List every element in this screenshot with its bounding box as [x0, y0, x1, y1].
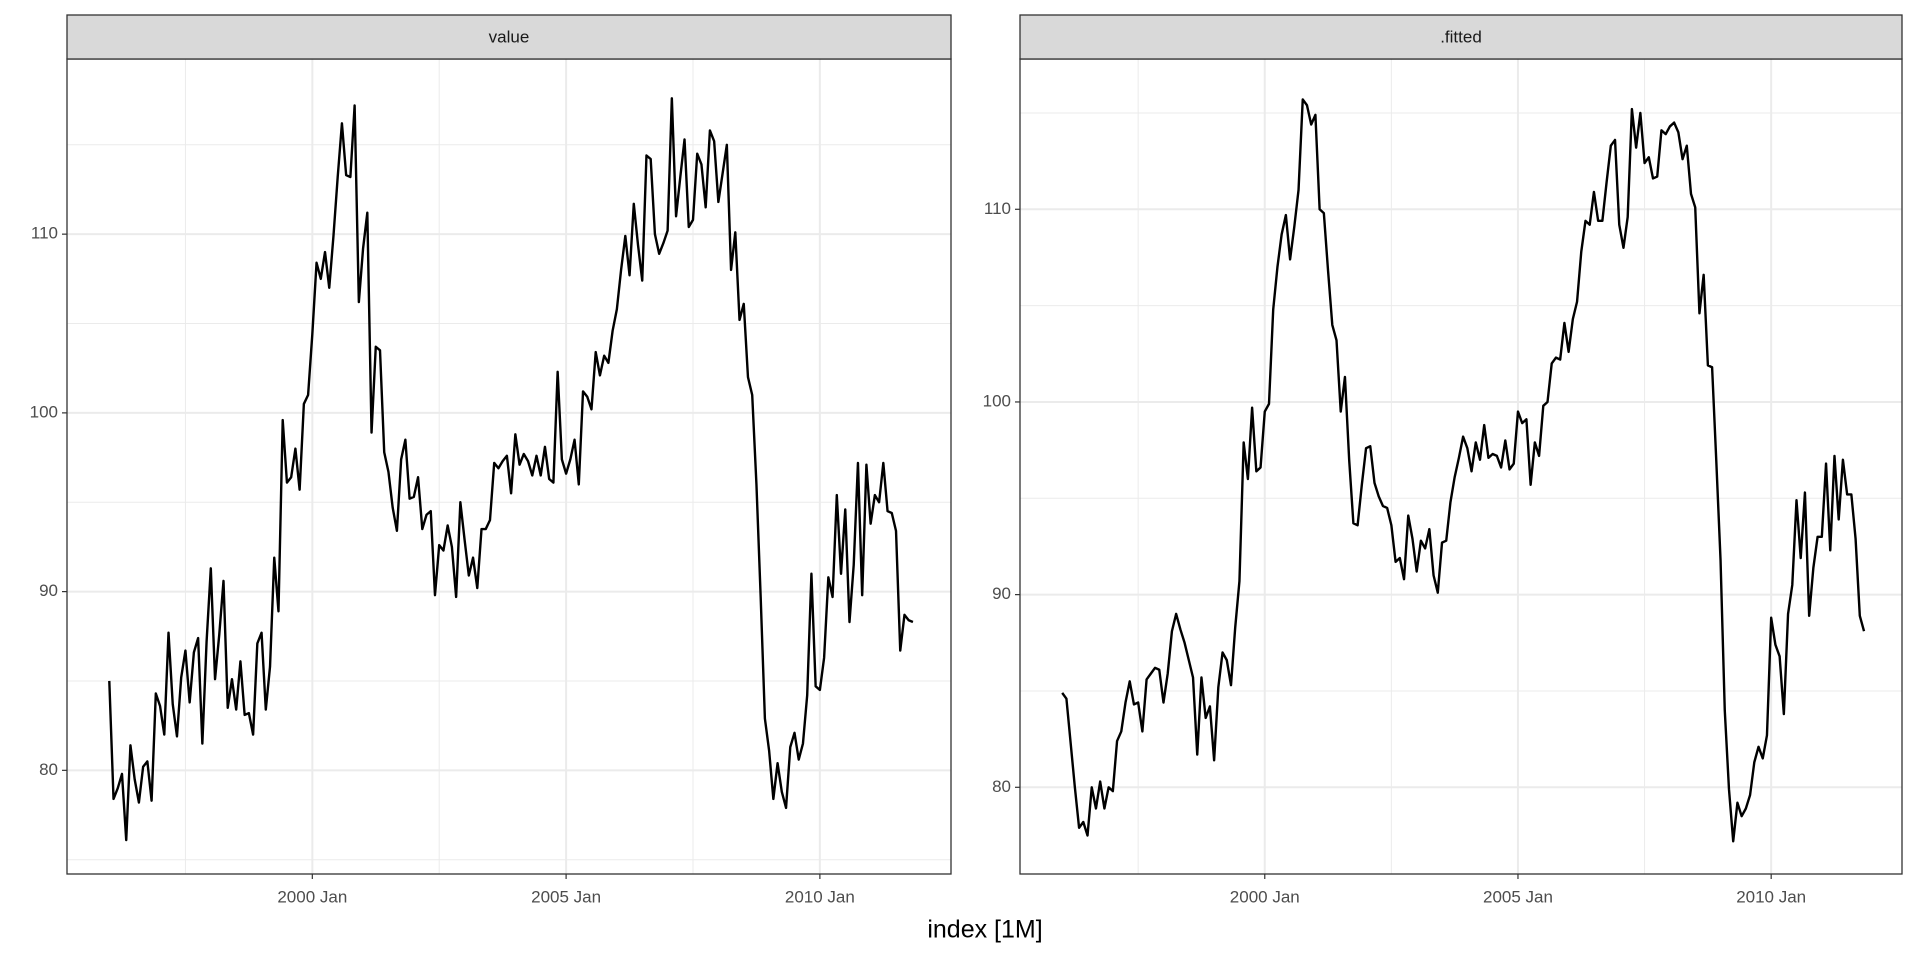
x-tick-label: 2000 Jan: [1230, 887, 1300, 906]
y-tick-label: 80: [39, 760, 58, 779]
y-tick-label: 90: [39, 581, 58, 600]
panel-background: [1020, 59, 1902, 874]
x-tick-label: 2005 Jan: [1483, 887, 1553, 906]
y-tick-label: 100: [983, 391, 1011, 410]
y-tick-label: 110: [31, 224, 58, 243]
x-tick-label: 2005 Jan: [531, 887, 601, 906]
y-tick-label: 110: [984, 199, 1011, 218]
y-tick-label: 80: [992, 777, 1011, 796]
x-tick-label: 2010 Jan: [1736, 887, 1806, 906]
y-tick-label: 90: [992, 584, 1011, 603]
strip-label: .fitted: [1440, 27, 1482, 46]
x-tick-label: 2010 Jan: [785, 887, 855, 906]
x-tick-label: 2000 Jan: [277, 887, 347, 906]
x-axis-title: index [1M]: [927, 916, 1042, 944]
strip-label: value: [489, 27, 530, 46]
data-line: [108, 97, 914, 842]
data-line: [1061, 98, 1866, 843]
strip: [1019, 14, 1903, 60]
strip: [66, 14, 952, 60]
y-tick-label: 100: [30, 402, 58, 421]
